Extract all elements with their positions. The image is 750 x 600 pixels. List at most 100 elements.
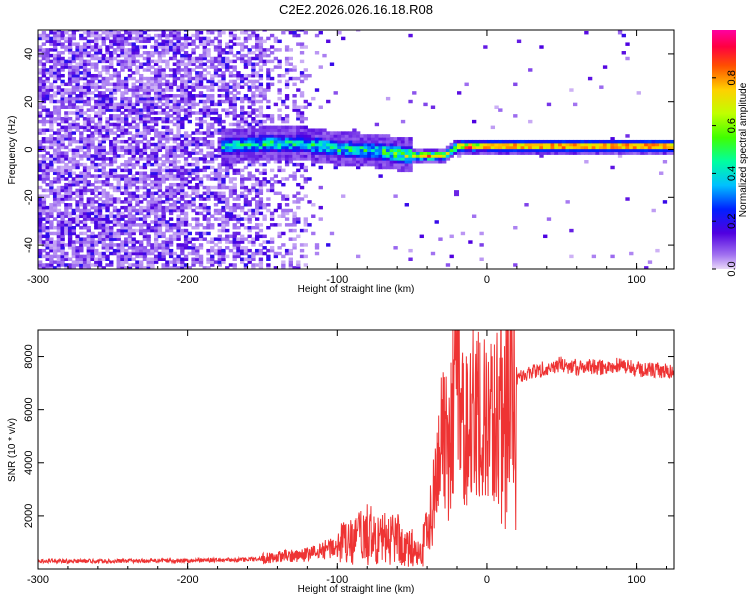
spectrogram-cell	[146, 214, 151, 218]
spectrogram-cell	[374, 160, 380, 164]
spectrogram-cell	[198, 62, 204, 66]
spectrogram-cell	[64, 205, 69, 210]
spectrogram-cell	[38, 200, 43, 204]
spectrogram-cell	[165, 42, 170, 46]
spectrogram-cell	[494, 142, 499, 147]
spectrogram-cell	[135, 59, 140, 64]
spectrogram-cell	[180, 62, 185, 66]
spectrogram-cell	[206, 266, 211, 269]
spectrogram-cell	[105, 237, 110, 241]
spectrogram-cell	[210, 96, 215, 101]
spectrogram-cell	[79, 231, 84, 236]
spectrogram-cell	[187, 154, 192, 158]
spectrogram-cell	[86, 171, 91, 175]
spectrogram-cell	[124, 168, 129, 173]
spectrogram-cell	[292, 157, 297, 161]
spectrogram-cell	[38, 53, 43, 58]
spectrogram-cell	[558, 145, 563, 150]
spectrogram-cell	[105, 134, 110, 138]
spectrogram-cell	[97, 108, 103, 112]
spectrogram-cell	[86, 30, 91, 32]
spectrogram-cell	[64, 96, 69, 101]
spectrogram-cell	[614, 145, 619, 150]
spectrogram-cell	[116, 88, 121, 92]
spectrogram-cell	[127, 171, 133, 175]
spectrogram-cell	[45, 53, 50, 58]
spectrogram-cell	[75, 260, 80, 264]
spectrogram-cell	[135, 211, 140, 216]
spectrogram-cell	[109, 88, 114, 92]
spectrogram-cell	[64, 62, 69, 66]
spectrogram-cell	[71, 99, 77, 104]
spectrogram-cell	[202, 139, 207, 144]
spectrogram-cell	[101, 203, 106, 207]
spectrogram-cell	[82, 94, 88, 98]
spectrogram-cell	[344, 131, 350, 135]
spectrogram-cell	[243, 96, 249, 101]
spectrogram-cell	[64, 188, 69, 193]
spectrogram-cell	[82, 208, 88, 213]
spectrogram-cell	[352, 154, 357, 158]
spectrogram-cell	[172, 108, 178, 112]
spectrogram-cell	[348, 131, 353, 135]
spectrogram-cell	[408, 33, 413, 38]
spectrogram-cell	[112, 114, 118, 118]
spectrogram-cell	[225, 134, 230, 138]
spectrogram-cell	[135, 148, 140, 153]
spectrogram-cell	[382, 145, 387, 150]
spectrogram-cell	[157, 73, 163, 78]
spectrogram-cell	[165, 105, 170, 109]
spectrogram-cell	[584, 148, 589, 153]
spectrogram-cell	[71, 76, 77, 81]
spectrogram-cell	[105, 122, 110, 127]
spectrogram-cell	[273, 157, 279, 161]
spectrogram-cell	[124, 122, 129, 127]
spectrogram-cell	[49, 65, 54, 69]
spectrogram-cell	[49, 96, 54, 101]
spectrogram-cell	[150, 65, 155, 69]
spectrogram-cell	[213, 185, 219, 190]
spectrogram-cell	[176, 131, 181, 135]
spectrogram-cell	[434, 154, 439, 158]
spectrogram-cell	[41, 154, 47, 158]
spectrogram-cell	[67, 217, 73, 221]
spectrogram-cell	[153, 128, 159, 132]
spectrogram-cell	[258, 157, 264, 161]
spectrogram-cell	[124, 42, 129, 46]
spectrogram-cell	[60, 105, 65, 109]
spectrogram-cell	[56, 68, 62, 72]
spectrogram-cell	[94, 188, 99, 193]
spectrogram-cell	[202, 225, 207, 230]
spectrogram-cell	[614, 139, 619, 144]
spectrogram-cell	[273, 154, 279, 158]
spectrogram-cell	[198, 257, 204, 261]
spectrogram-cell	[374, 154, 380, 158]
spectrogram-cell	[198, 131, 204, 135]
spectrogram-cell	[105, 208, 110, 213]
spectrogram-cell	[565, 142, 570, 147]
spectrogram-cell	[109, 145, 114, 150]
spectrogram-cell	[109, 33, 114, 38]
spectrogram-cell	[262, 145, 267, 150]
spectrogram-cell	[120, 45, 125, 49]
spectrogram-cell	[363, 160, 368, 164]
spectrogram-cell	[198, 182, 204, 187]
spectrogram-cell	[217, 51, 222, 55]
spectrogram-cell	[183, 114, 189, 118]
spectrogram-cell	[86, 117, 91, 121]
spectrogram-cell	[198, 205, 204, 210]
spectrogram-cell	[176, 39, 181, 44]
spectrogram-cell	[303, 30, 308, 35]
spectrogram-cell	[412, 151, 417, 155]
spectrogram-cell	[176, 122, 181, 127]
spectrogram-cell	[124, 114, 129, 118]
spectrogram-cell	[75, 248, 80, 253]
spectrogram-cell	[397, 151, 402, 155]
spectrogram-cell	[378, 142, 383, 147]
spectrogram-cell	[341, 36, 346, 41]
spectrogram-cell	[266, 257, 271, 261]
spectrogram-cell	[498, 151, 503, 155]
spectrogram-cell	[206, 217, 211, 221]
spectrogram-cell	[101, 108, 106, 112]
y-tick-label: 20	[23, 96, 35, 108]
